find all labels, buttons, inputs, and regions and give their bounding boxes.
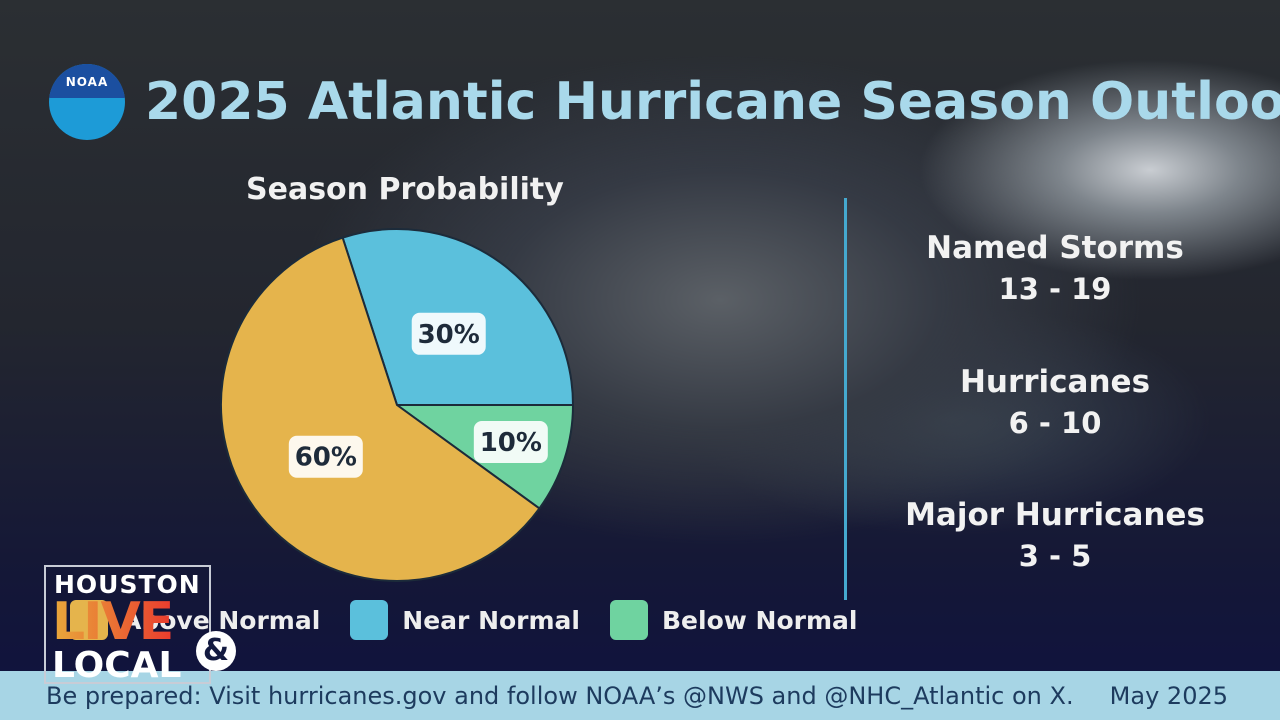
- legend-item-near-normal: Near Normal: [350, 600, 580, 640]
- divider: [844, 198, 847, 600]
- stat-hurricanes: Hurricanes 6 - 10: [959, 364, 1151, 440]
- pie-label: 10%: [473, 420, 548, 463]
- pie-label-text: 60%: [295, 443, 357, 473]
- pie-label: 60%: [288, 435, 363, 478]
- stat-major-hurricanes: Major Hurricanes 3 - 5: [905, 497, 1205, 573]
- pie-label-background: [288, 435, 363, 478]
- chart-title: Season Probability: [246, 172, 564, 207]
- pie-label-text: 10%: [480, 428, 542, 458]
- pie-label: 30%: [411, 312, 486, 355]
- footer-date: May 2025: [1109, 682, 1228, 710]
- footer-message: Be prepared: Visit hurricanes.gov and fo…: [46, 682, 1074, 710]
- noaa-logo: NOAA: [49, 64, 125, 140]
- footer-bar: Be prepared: Visit hurricanes.gov and fo…: [0, 671, 1280, 720]
- station-logo: HOUSTON LIVE LOCAL &: [44, 565, 236, 686]
- page-title: 2025 Atlantic Hurricane Season Outlook: [145, 72, 1280, 132]
- pie-label-background: [411, 312, 486, 355]
- legend-swatch: [350, 600, 389, 640]
- stat-named-storms: Named Storms 13 - 19: [926, 230, 1184, 306]
- legend-swatch: [610, 600, 648, 640]
- legend-swatch: [70, 600, 108, 640]
- legend-item-above-normal: Above Normal: [70, 600, 320, 640]
- pie-label-background: [473, 420, 548, 463]
- pie-chart: 30% 10% 60%: [220, 228, 575, 582]
- legend-item-below-normal: Below Normal: [610, 600, 857, 640]
- pie-label-text: 30%: [418, 320, 480, 350]
- legend: Above Normal Near Normal Below Normal: [70, 600, 857, 640]
- pie-slice-above-normal: [220, 236, 541, 582]
